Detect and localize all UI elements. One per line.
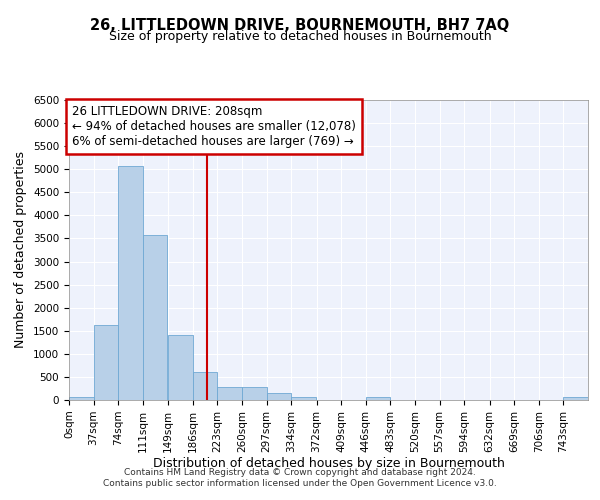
Bar <box>266 393 291 400</box>
Bar <box>143 235 167 400</box>
Bar <box>168 336 193 400</box>
Text: 26 LITTLEDOWN DRIVE: 208sqm
← 94% of detached houses are smaller (12,078)
6% of : 26 LITTLEDOWN DRIVE: 208sqm ← 94% of det… <box>73 104 356 148</box>
Bar <box>366 397 391 400</box>
Bar <box>217 387 242 400</box>
Text: Size of property relative to detached houses in Bournemouth: Size of property relative to detached ho… <box>109 30 491 43</box>
Bar <box>193 372 217 400</box>
Text: Contains HM Land Registry data © Crown copyright and database right 2024.
Contai: Contains HM Land Registry data © Crown c… <box>103 468 497 487</box>
Bar <box>242 386 266 400</box>
Bar <box>291 396 316 400</box>
Bar <box>118 166 143 400</box>
X-axis label: Distribution of detached houses by size in Bournemouth: Distribution of detached houses by size … <box>152 458 505 470</box>
Bar <box>94 325 118 400</box>
Bar <box>69 396 94 400</box>
Y-axis label: Number of detached properties: Number of detached properties <box>14 152 28 348</box>
Bar <box>563 398 588 400</box>
Text: 26, LITTLEDOWN DRIVE, BOURNEMOUTH, BH7 7AQ: 26, LITTLEDOWN DRIVE, BOURNEMOUTH, BH7 7… <box>91 18 509 32</box>
